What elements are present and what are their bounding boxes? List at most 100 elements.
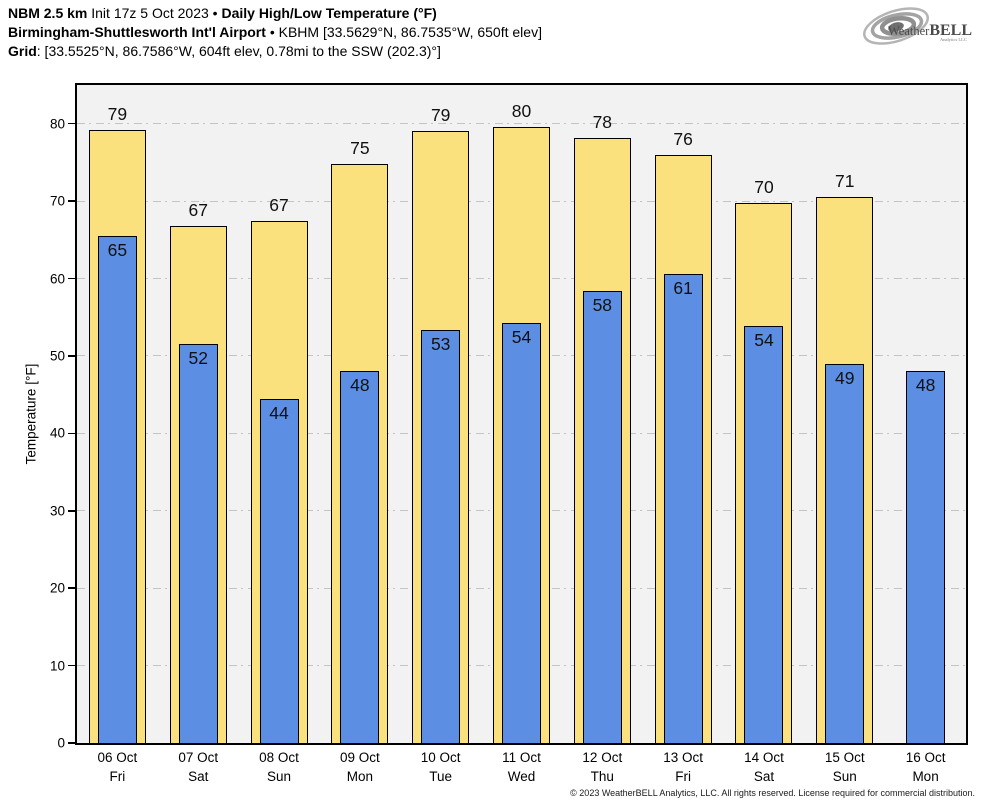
logo-wordmark: WeatherBELL	[888, 22, 972, 39]
y-tick-mark-70	[68, 200, 75, 202]
y-tick-label-80: 80	[49, 116, 65, 132]
y-tick-label-50: 50	[49, 348, 65, 364]
high-value-label: 71	[835, 171, 855, 192]
low-value-label: 48	[350, 374, 370, 395]
x-label-day: Sun	[832, 769, 857, 784]
x-label-day: Mon	[346, 769, 373, 784]
high-value-label: 80	[511, 100, 532, 121]
x-axis-label: 13 Oct Fri	[663, 748, 703, 786]
y-tick-label-10: 10	[49, 658, 65, 674]
low-bar	[744, 325, 784, 743]
x-axis-label: 14 Oct Sat	[744, 748, 784, 786]
high-value-label: 79	[107, 104, 128, 125]
x-label-date: 07 Oct	[178, 750, 219, 765]
x-axis-label: 07 Oct Sat	[178, 748, 218, 786]
separator-dot: •	[269, 24, 275, 40]
init-time: Init 17z 5 Oct 2023	[91, 5, 209, 21]
x-label-day: Sat	[188, 769, 209, 784]
logo-subtext: Analytics LLC	[940, 37, 967, 42]
separator-dot: •	[212, 5, 218, 21]
low-bar	[259, 399, 299, 743]
y-tick-label-70: 70	[49, 193, 65, 209]
x-label-date: 16 Oct	[905, 750, 946, 765]
header-line-3: Grid: [33.5525°N, 86.7586°W, 604ft elev,…	[8, 42, 542, 61]
low-bar	[906, 370, 946, 743]
x-label-day: Fri	[109, 769, 126, 784]
y-tick-label-40: 40	[49, 425, 65, 441]
x-label-day: Tue	[429, 769, 453, 784]
high-value-label: 67	[269, 195, 289, 216]
header: NBM 2.5 km Init 17z 5 Oct 2023 • Daily H…	[8, 4, 542, 61]
low-value-label: 58	[592, 294, 613, 315]
high-value-label: 67	[188, 199, 208, 220]
low-value-label: 54	[754, 329, 774, 350]
high-value-label: 75	[350, 137, 370, 158]
low-value-label: 53	[430, 334, 451, 355]
grid-meta: : [33.5525°N, 86.7586°W, 604ft elev, 0.7…	[36, 43, 441, 59]
y-tick-label-20: 20	[49, 580, 65, 596]
low-bar	[421, 330, 461, 743]
x-label-day: Fri	[675, 769, 691, 784]
plot-area: 79 65 67 52 67 44 75 48 79 53 80 54 78 58 76 61 70 54 71 49…	[75, 83, 968, 745]
y-tick-mark-0	[68, 742, 75, 744]
y-tick-mark-60	[68, 277, 75, 280]
y-tick-mark-80	[68, 122, 75, 125]
x-label-date: 08 Oct	[259, 750, 299, 765]
high-value-label: 79	[430, 105, 451, 126]
x-label-date: 10 Oct	[420, 750, 461, 765]
header-line-2: Birmingham-Shuttlesworth Int'l Airport •…	[8, 23, 542, 42]
low-bar	[825, 363, 865, 743]
x-axis-label: 16 Oct Mon	[906, 748, 946, 786]
x-axis-label: 06 Oct Fri	[98, 748, 138, 786]
x-axis-label: 08 Oct Sun	[259, 748, 299, 786]
x-label-date: 06 Oct	[97, 750, 138, 765]
copyright-text: © 2023 WeatherBELL Analytics, LLC. All r…	[570, 788, 975, 798]
low-value-label: 52	[188, 347, 208, 368]
low-bar	[97, 236, 137, 743]
low-bar	[178, 343, 218, 743]
x-axis-label: 12 Oct Thu	[582, 748, 622, 786]
low-value-label: 65	[107, 240, 128, 261]
low-bar	[502, 323, 541, 743]
header-line-1: NBM 2.5 km Init 17z 5 Oct 2023 • Daily H…	[8, 4, 542, 23]
low-bar	[663, 273, 703, 743]
y-tick-label-0: 0	[57, 735, 65, 751]
low-value-label: 61	[673, 277, 693, 298]
station-meta: KBHM [33.5629°N, 86.7535°W, 650ft elev]	[278, 24, 542, 40]
x-label-date: 12 Oct	[582, 750, 623, 765]
x-label-day: Sat	[753, 769, 775, 784]
x-label-day: Sun	[267, 769, 292, 784]
x-axis-label: 11 Oct Wed	[502, 748, 541, 786]
x-label-date: 13 Oct	[663, 750, 704, 765]
high-value-label: 78	[592, 111, 613, 132]
swirl-eye	[888, 22, 904, 32]
x-label-date: 14 Oct	[744, 750, 784, 765]
low-value-label: 48	[915, 374, 936, 395]
x-label-date: 09 Oct	[339, 750, 380, 765]
gridline-80	[77, 123, 966, 125]
low-value-label: 49	[835, 367, 855, 388]
x-label-day: Thu	[590, 769, 614, 784]
y-tick-mark-30	[68, 510, 75, 512]
high-value-label: 70	[754, 177, 774, 198]
y-axis-title: Temperature [°F]	[23, 363, 39, 465]
grid-label: Grid	[8, 43, 37, 59]
low-value-label: 44	[269, 403, 289, 424]
y-tick-mark-40	[68, 432, 75, 435]
y-tick-mark-20	[68, 587, 75, 589]
x-axis-label: 15 Oct Sun	[825, 748, 865, 786]
y-tick-mark-50	[68, 355, 75, 357]
product-title: Daily High/Low Temperature (°F)	[221, 5, 437, 21]
x-axis-label: 09 Oct Mon	[340, 748, 380, 786]
model-name: NBM 2.5 km	[8, 5, 88, 21]
x-label-date: 15 Oct	[824, 750, 865, 765]
high-value-label: 76	[673, 129, 693, 150]
swirl-icon	[863, 7, 929, 45]
x-label-day: Wed	[507, 769, 536, 784]
low-bar	[582, 290, 622, 743]
weatherbell-logo: WeatherBELL Analytics LLC	[863, 7, 972, 45]
y-tick-label-30: 30	[49, 503, 65, 519]
y-tick-mark-10	[68, 664, 75, 667]
x-label-day: Mon	[912, 769, 939, 784]
x-label-date: 11 Oct	[502, 750, 541, 765]
